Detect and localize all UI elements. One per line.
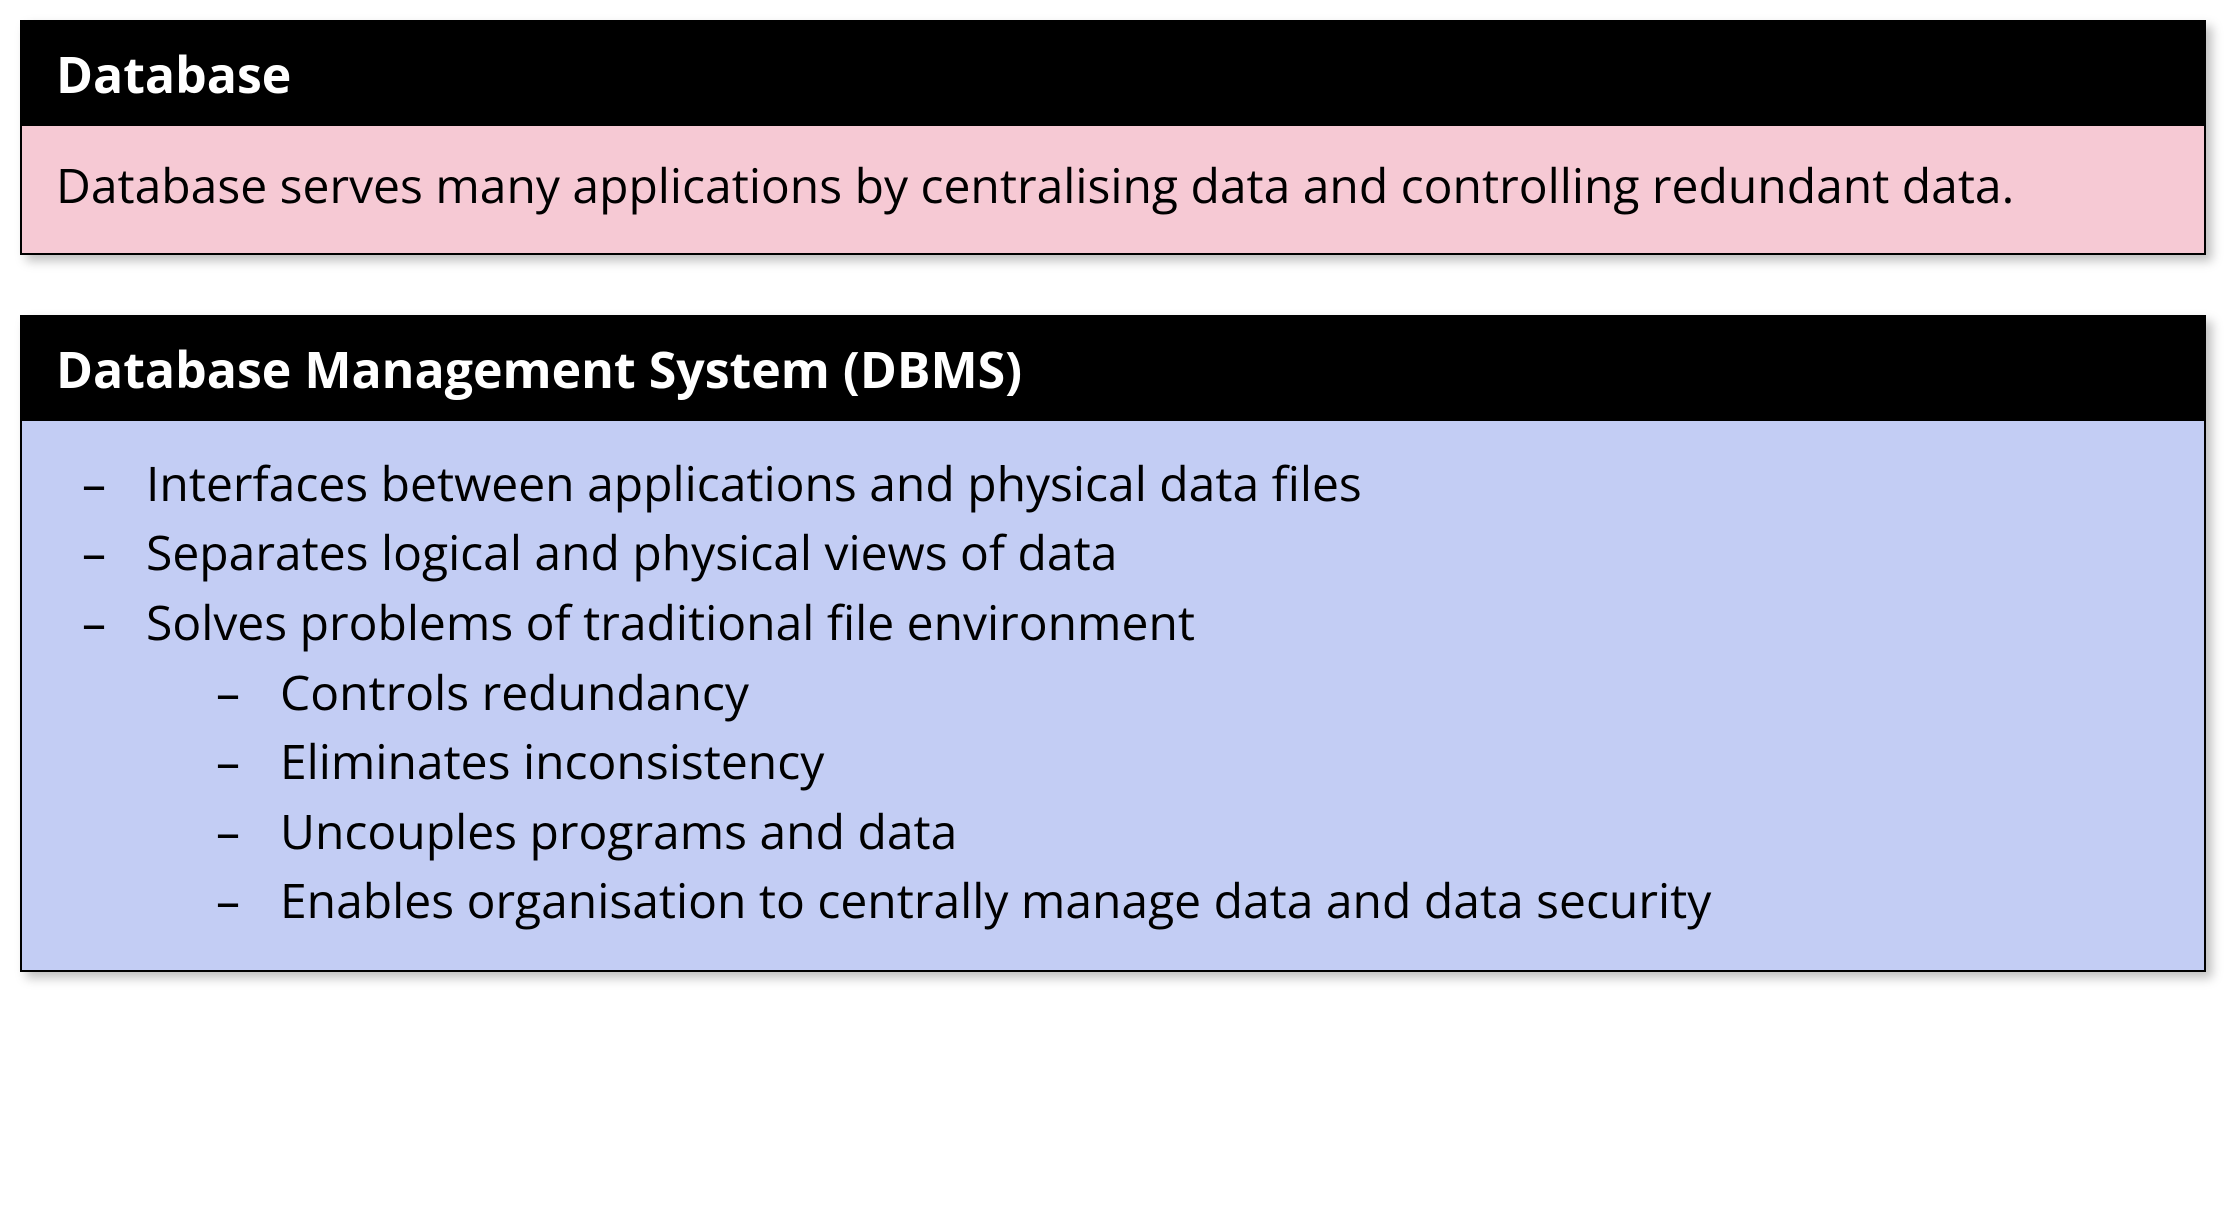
list-item-label: Solves problems of traditional file envi… [146, 590, 1195, 655]
list-item: Uncouples programs and data [216, 797, 2170, 867]
dbms-list: Interfaces between applications and phys… [56, 449, 2170, 936]
database-description: Database serves many applications by cen… [56, 154, 2170, 219]
dbms-card-body: Interfaces between applications and phys… [22, 421, 2204, 970]
dbms-card-header: Database Management System (DBMS) [22, 317, 2204, 421]
database-card: Database Database serves many applicatio… [20, 20, 2206, 255]
dbms-card: Database Management System (DBMS) Interf… [20, 315, 2206, 972]
database-card-body: Database serves many applications by cen… [22, 126, 2204, 253]
list-item: Solves problems of traditional file envi… [82, 588, 2170, 936]
list-item: Eliminates inconsistency [216, 727, 2170, 797]
list-item: Interfaces between applications and phys… [82, 449, 2170, 519]
list-item: Controls redundancy [216, 658, 2170, 728]
list-item: Separates logical and physical views of … [82, 518, 2170, 588]
list-item: Enables organisation to centrally manage… [216, 866, 2170, 936]
dbms-sublist: Controls redundancy Eliminates inconsist… [146, 658, 2170, 936]
database-card-header: Database [22, 22, 2204, 126]
